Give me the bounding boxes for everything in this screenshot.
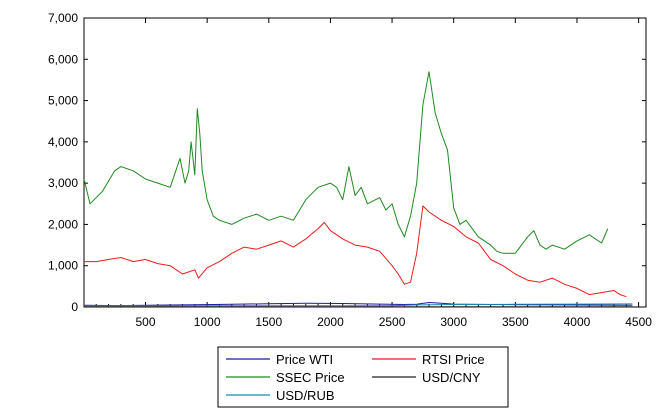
series-line-ssec-price — [83, 71, 609, 254]
y-tick-label: 4,000 — [48, 135, 78, 149]
y-tick-label: 2,000 — [48, 217, 78, 231]
x-tick-label: 1500 — [255, 315, 282, 329]
legend-label-price-wti: Price WTI — [276, 352, 333, 367]
y-tick-label: 1,000 — [48, 259, 78, 273]
x-tick-label: 3500 — [502, 315, 529, 329]
series-line-rtsi-price — [84, 205, 627, 298]
y-axis: 0 1,000 2,000 3,000 4,000 5,000 6,000 7,000 — [48, 11, 646, 314]
legend-label-rtsi-price: RTSI Price — [422, 352, 485, 367]
x-tick-label: 2000 — [317, 315, 344, 329]
series-line-usd-rub — [84, 303, 633, 307]
y-tick-label: 3,000 — [48, 176, 78, 190]
x-tick-label: 4500 — [625, 315, 652, 329]
x-tick-label: 500 — [135, 315, 155, 329]
y-tick-label: 7,000 — [48, 11, 78, 25]
x-tick-label: 1000 — [194, 315, 221, 329]
y-tick-label: 6,000 — [48, 52, 78, 66]
legend: Price WTI RTSI Price SSEC Price USD/CNY USD/… — [217, 346, 509, 408]
y-tick-label: 0 — [71, 300, 78, 314]
plot-area-frame — [83, 17, 647, 308]
legend-label-usd-rub: USD/RUB — [276, 388, 335, 403]
series-layer — [83, 71, 633, 308]
x-tick-label: 4000 — [564, 315, 591, 329]
legend-label-ssec-price: SSEC Price — [276, 370, 345, 385]
y-tick-label: 5,000 — [48, 94, 78, 108]
x-axis: 500 1000 1500 2000 2500 3000 3500 4000 4500 — [95, 18, 652, 329]
legend-label-usd-cny: USD/CNY — [422, 370, 481, 385]
x-tick-label: 2500 — [379, 315, 406, 329]
x-tick-label: 3000 — [440, 315, 467, 329]
